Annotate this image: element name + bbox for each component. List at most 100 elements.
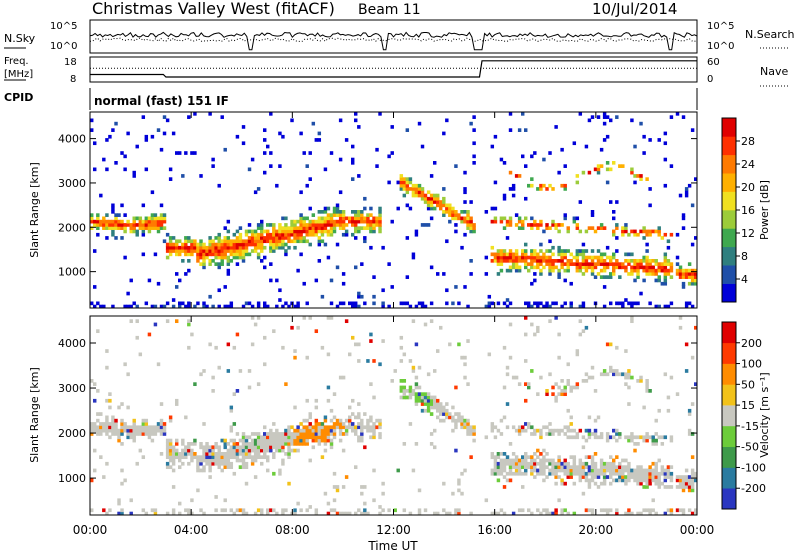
heatmap-cell <box>311 425 316 430</box>
heatmap-cell <box>548 151 552 155</box>
heatmap-cell <box>514 468 519 473</box>
heatmap-cell <box>690 511 695 516</box>
nsearch-tick-bottom: 10^0 <box>707 41 734 52</box>
heatmap-cell <box>99 455 103 460</box>
heatmap-cell <box>517 428 522 433</box>
heatmap-cell <box>590 508 595 513</box>
heatmap-cell <box>111 232 115 237</box>
heatmap-cell <box>196 249 200 253</box>
heatmap-cell <box>536 461 540 466</box>
heatmap-cell <box>141 432 146 436</box>
heatmap-cell <box>575 216 580 221</box>
heatmap-cell <box>536 508 540 513</box>
heatmap-cell <box>566 268 570 273</box>
heatmap-cell <box>375 223 379 227</box>
heatmap-cell <box>560 265 564 270</box>
heatmap-cell <box>90 478 94 483</box>
heatmap-cell <box>490 455 495 460</box>
heatmap-cell <box>484 435 489 440</box>
heatmap-cell <box>414 187 419 191</box>
heatmap-cell <box>117 511 121 516</box>
heatmap-cell <box>460 425 464 430</box>
heatmap-cell <box>214 249 218 253</box>
heatmap-cell <box>508 471 513 476</box>
heatmap-cell <box>354 213 358 217</box>
heatmap-cell <box>521 508 525 513</box>
heatmap-cell <box>372 359 376 363</box>
heatmap-cell <box>469 425 473 430</box>
heatmap-cell <box>314 278 319 283</box>
heatmap-cell <box>657 268 661 273</box>
heatmap-cell <box>457 488 461 493</box>
heatmap-cell <box>305 428 309 433</box>
heatmap-cell <box>508 458 513 463</box>
heatmap-cell <box>241 452 246 456</box>
heatmap-cell <box>181 448 185 453</box>
heatmap-cell <box>314 329 319 334</box>
heatmap-cell <box>202 445 206 450</box>
heatmap-cell <box>429 265 434 270</box>
heatmap-cell <box>621 301 625 306</box>
heatmap-cell <box>375 147 379 152</box>
heatmap-cell <box>609 255 613 260</box>
heatmap-cell <box>190 452 194 456</box>
heatmap-cell <box>302 281 306 286</box>
heatmap-cell <box>575 226 580 230</box>
heatmap-cell <box>445 415 449 420</box>
heatmap-cell <box>184 445 188 450</box>
heatmap-cell <box>429 395 434 400</box>
heatmap-cell <box>272 249 276 253</box>
heatmap-cell <box>196 301 200 306</box>
heatmap-cell <box>587 255 592 260</box>
heatmap-cell <box>505 478 510 483</box>
heatmap-cell <box>442 187 446 191</box>
heatmap-cell <box>402 183 407 188</box>
heatmap-cell <box>302 223 306 227</box>
heatmap-cell <box>417 511 422 516</box>
heatmap-cell <box>533 452 537 456</box>
heatmap-cell <box>348 418 352 423</box>
heatmap-cell <box>153 226 158 230</box>
heatmap-cell <box>402 352 407 357</box>
heatmap-cell <box>381 288 385 293</box>
heatmap-cell <box>414 190 419 195</box>
heatmap-cell <box>414 402 419 406</box>
heatmap-cell <box>548 272 552 276</box>
heatmap-cell <box>338 428 343 433</box>
heatmap-cell <box>615 511 619 516</box>
heatmap-cell <box>266 511 270 516</box>
heatmap-cell <box>609 475 613 479</box>
heatmap-cell <box>308 432 312 436</box>
heatmap-cell <box>175 252 179 257</box>
heatmap-cell <box>551 465 555 470</box>
heatmap-cell <box>499 255 504 260</box>
heatmap-cell <box>114 428 118 433</box>
heatmap-cell <box>499 219 504 224</box>
heatmap-cell <box>260 226 264 230</box>
heatmap-cell <box>663 272 668 276</box>
heatmap-cell <box>335 219 340 224</box>
heatmap-cell <box>624 252 628 257</box>
heatmap-cell <box>293 229 297 234</box>
heatmap-cell <box>175 239 179 244</box>
heatmap-cell <box>235 432 240 436</box>
velocity-cells <box>90 316 698 516</box>
heatmap-cell <box>241 304 246 309</box>
heatmap-cell <box>612 458 616 463</box>
heatmap-cell <box>232 448 237 453</box>
heatmap-cell <box>539 187 543 191</box>
heatmap-cell <box>244 245 249 250</box>
heatmap-cell <box>305 438 309 443</box>
heatmap-cell <box>293 219 297 224</box>
heatmap-cell <box>411 468 416 473</box>
heatmap-cell <box>578 428 583 433</box>
heatmap-cell <box>681 268 686 273</box>
heatmap-cell <box>141 418 146 423</box>
heatmap-cell <box>178 511 182 516</box>
heatmap-cell <box>687 183 692 188</box>
heatmap-cell <box>460 219 464 224</box>
heatmap-cell <box>144 418 149 423</box>
heatmap-cell <box>560 262 564 266</box>
heatmap-cell <box>184 415 188 420</box>
heatmap-cell <box>490 219 495 224</box>
